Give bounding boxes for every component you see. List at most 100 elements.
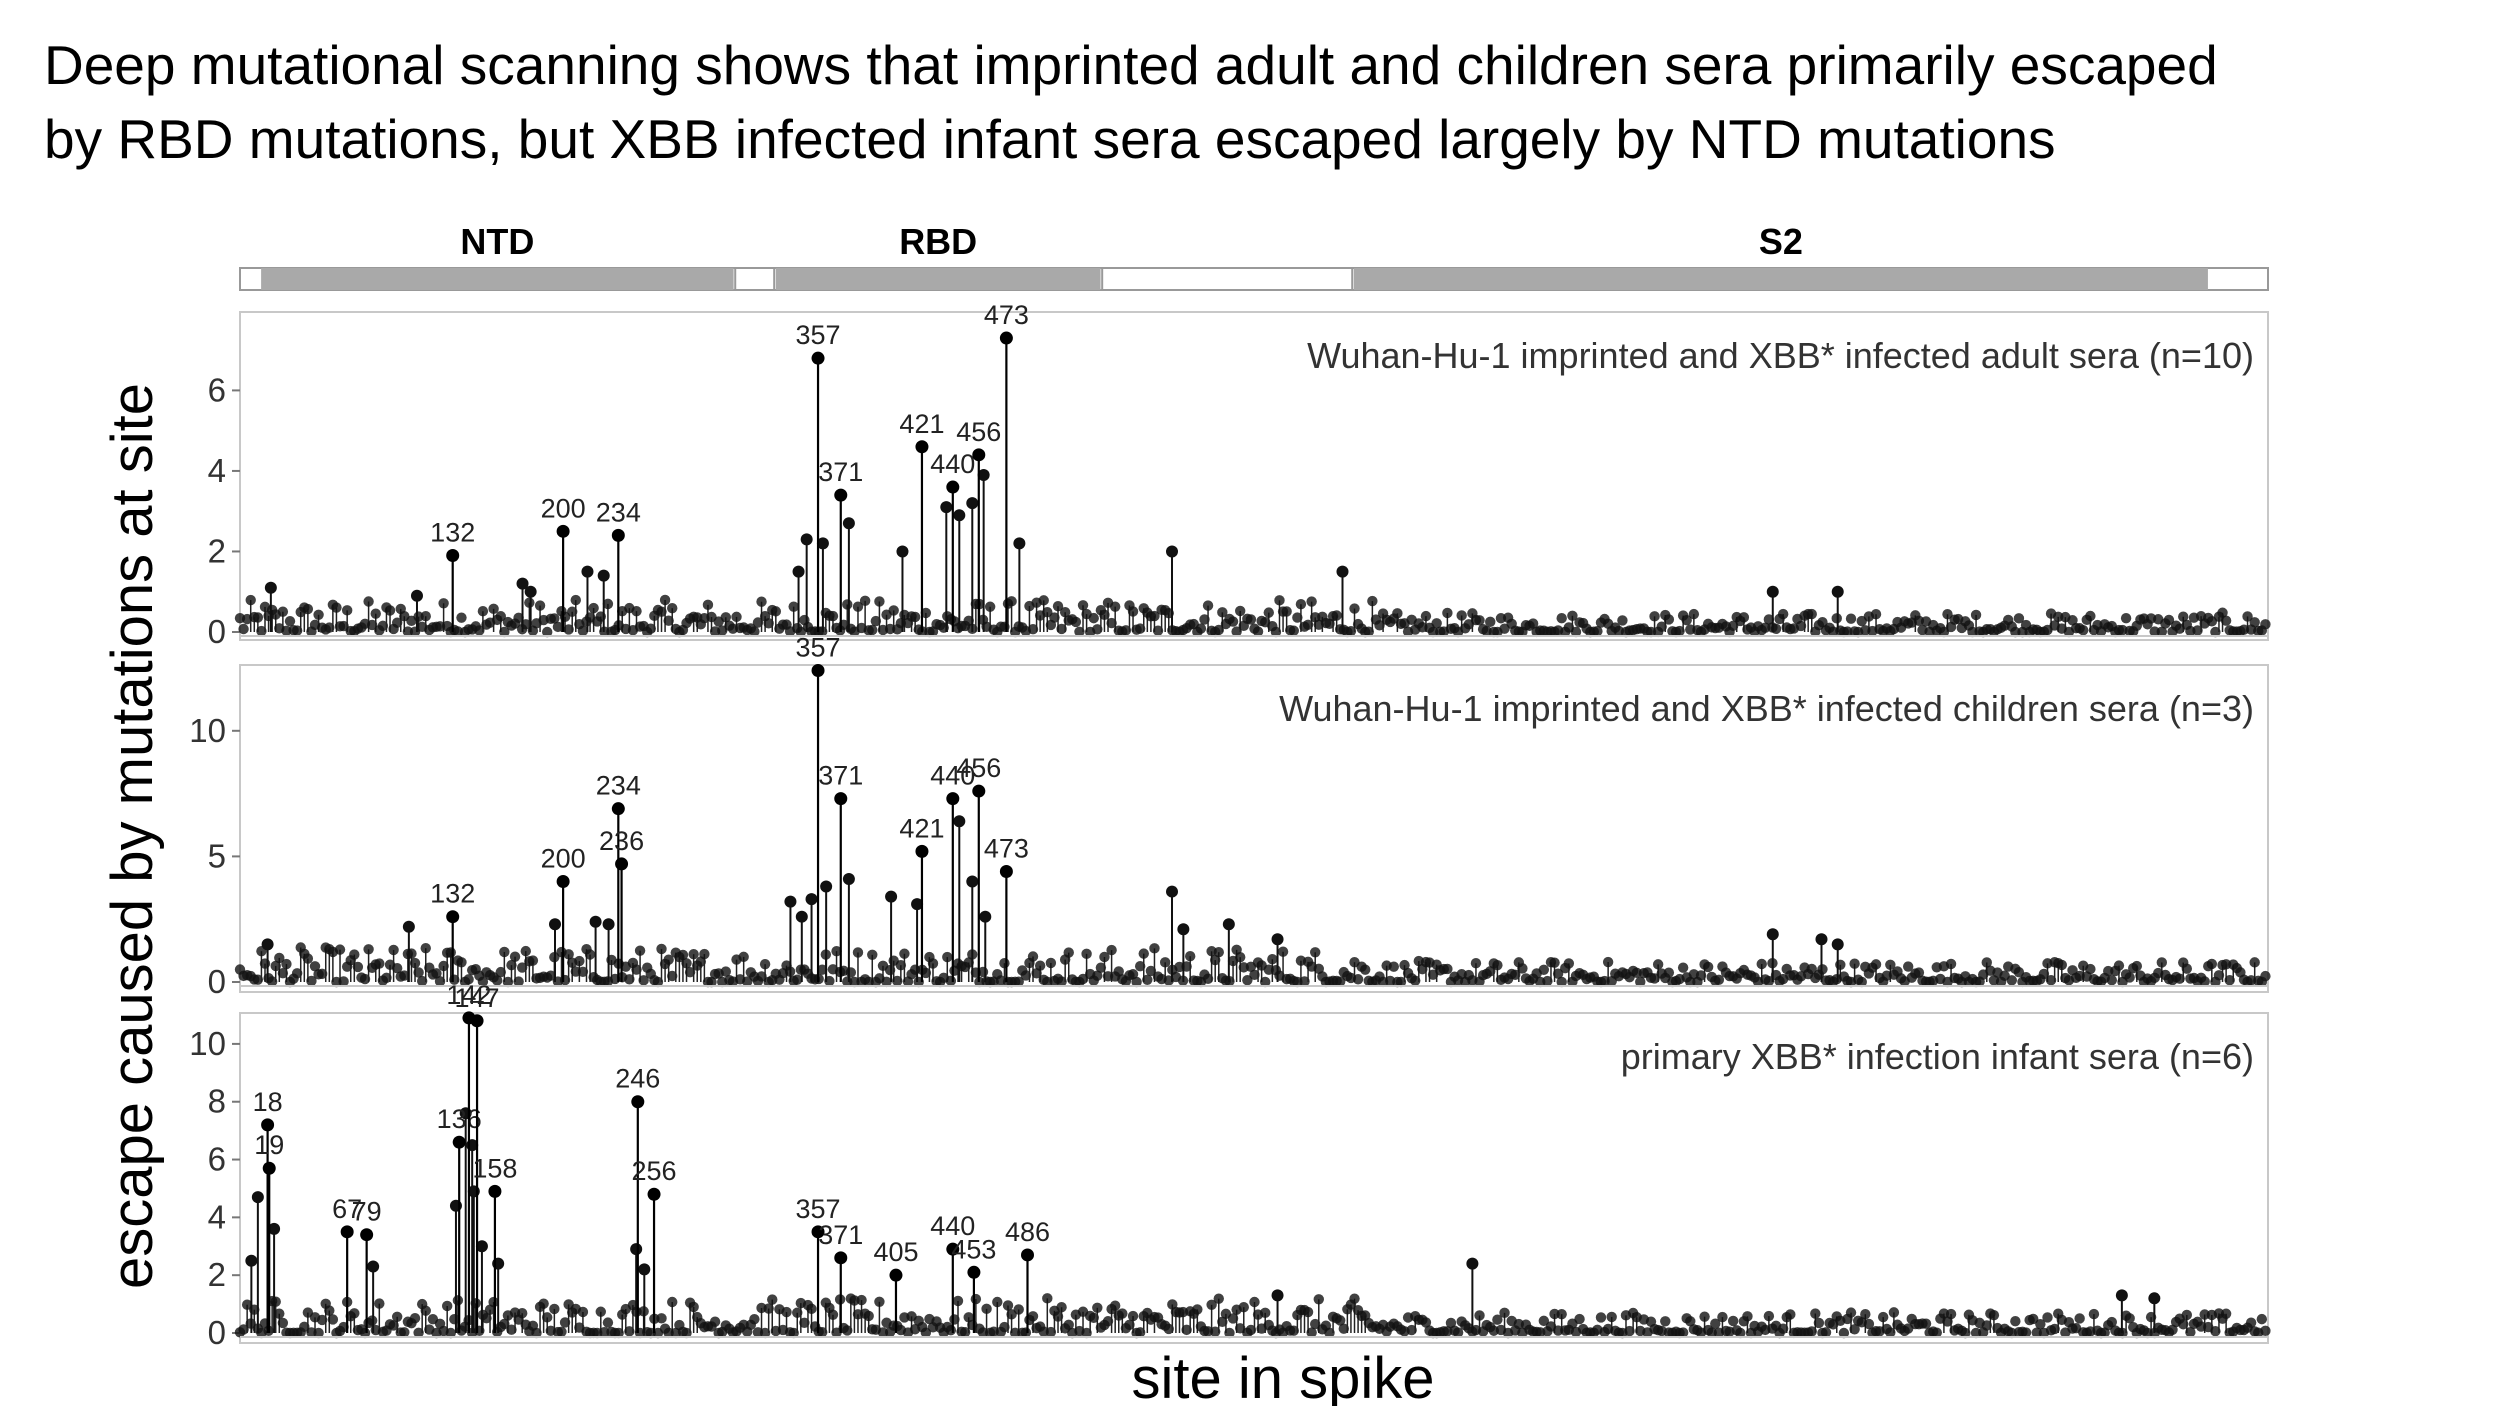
labeled-site-point xyxy=(611,528,625,542)
site-point xyxy=(756,971,767,982)
site-point xyxy=(1420,1317,1432,1328)
site-point xyxy=(270,1296,281,1307)
site-point xyxy=(1138,948,1149,959)
peak-point xyxy=(597,569,610,582)
site-point xyxy=(1860,1309,1871,1320)
site-point xyxy=(1088,1312,1099,1323)
site-point xyxy=(684,967,696,978)
site-point xyxy=(1217,1316,1228,1328)
site-point xyxy=(1656,621,1667,632)
site-point xyxy=(516,962,528,973)
peak-point xyxy=(977,468,990,481)
y-tick-label: 2 xyxy=(208,1256,226,1293)
labeled-site-point xyxy=(446,910,460,924)
headline-line-1: Deep mutational scanning shows that impr… xyxy=(44,34,2218,96)
site-point xyxy=(1538,1315,1550,1327)
site-point xyxy=(1849,958,1860,969)
site-point xyxy=(1009,1327,1021,1339)
site-point xyxy=(663,1327,674,1339)
peak-point xyxy=(548,918,561,931)
site-point xyxy=(416,975,428,987)
site-point xyxy=(2056,959,2067,971)
site-label: 357 xyxy=(796,1194,841,1224)
site-point xyxy=(709,1316,721,1327)
site-point xyxy=(1499,1307,1510,1319)
site-point xyxy=(1445,1317,1457,1329)
site-point xyxy=(2020,1327,2032,1338)
site-point xyxy=(1517,963,1528,974)
site-point xyxy=(899,948,910,959)
site-point xyxy=(1038,595,1049,606)
site-point xyxy=(381,972,392,984)
site-point xyxy=(1806,1326,1817,1337)
site-point xyxy=(1624,1325,1635,1337)
site-point xyxy=(1081,948,1092,960)
site-point xyxy=(942,951,953,963)
site-point xyxy=(1324,1327,1335,1339)
site-point xyxy=(1142,974,1153,985)
site-point xyxy=(806,1303,817,1315)
site-label: 158 xyxy=(472,1153,517,1183)
site-point xyxy=(445,1327,456,1339)
site-point xyxy=(2074,1313,2085,1324)
peak-point xyxy=(268,1222,281,1235)
peak-point xyxy=(2115,1289,2128,1302)
site-point xyxy=(1159,957,1171,968)
site-point xyxy=(763,618,774,629)
site-point xyxy=(842,1325,853,1336)
peak-point xyxy=(581,565,594,578)
labeled-site-point xyxy=(915,440,929,454)
site-point xyxy=(313,609,324,620)
site-point xyxy=(817,1326,828,1338)
site-point xyxy=(749,626,760,637)
site-point xyxy=(1410,975,1421,986)
site-point xyxy=(1295,599,1307,610)
site-point xyxy=(1099,609,1110,621)
site-point xyxy=(1213,946,1224,958)
site-point xyxy=(1245,614,1257,625)
site-point xyxy=(1485,966,1496,977)
site-point xyxy=(1260,1307,1271,1319)
site-point xyxy=(1134,623,1146,634)
site-point xyxy=(370,608,381,619)
peak-point xyxy=(1271,1289,1284,1302)
site-point xyxy=(1213,624,1224,636)
site-point xyxy=(2142,1327,2153,1339)
site-point xyxy=(1092,970,1103,981)
y-tick-label: 4 xyxy=(208,452,226,489)
site-point xyxy=(1713,974,1725,986)
site-point xyxy=(399,970,410,981)
site-point xyxy=(434,976,446,987)
site-point xyxy=(327,1314,339,1325)
site-label: 147 xyxy=(455,983,500,1013)
site-point xyxy=(1013,976,1024,987)
site-point xyxy=(1970,609,1982,621)
site-point xyxy=(281,958,292,970)
site-point xyxy=(477,606,489,617)
site-point xyxy=(316,968,328,980)
site-point xyxy=(845,967,857,978)
site-point xyxy=(1710,1318,1721,1329)
site-point xyxy=(1677,962,1689,973)
site-point xyxy=(892,975,903,987)
site-point xyxy=(749,1313,760,1325)
site-label: 236 xyxy=(599,826,644,856)
site-point xyxy=(574,955,585,967)
site-label: 440 xyxy=(930,1211,975,1241)
site-point xyxy=(2131,960,2143,972)
panel-title: Wuhan-Hu-1 imprinted and XBB* infected c… xyxy=(1279,688,2254,729)
site-point xyxy=(1120,625,1132,636)
labeled-site-point xyxy=(811,664,825,678)
peak-point xyxy=(261,938,274,951)
site-point xyxy=(302,603,314,615)
site-point xyxy=(2106,1316,2117,1328)
site-point xyxy=(549,1303,560,1315)
site-point xyxy=(374,1298,385,1309)
site-point xyxy=(1913,967,1925,978)
y-tick-label: 2 xyxy=(208,532,226,569)
site-point xyxy=(545,970,556,981)
site-point xyxy=(409,957,421,969)
peak-point xyxy=(1466,1257,1479,1270)
site-point xyxy=(1442,607,1453,619)
labeled-site-point xyxy=(611,802,625,816)
